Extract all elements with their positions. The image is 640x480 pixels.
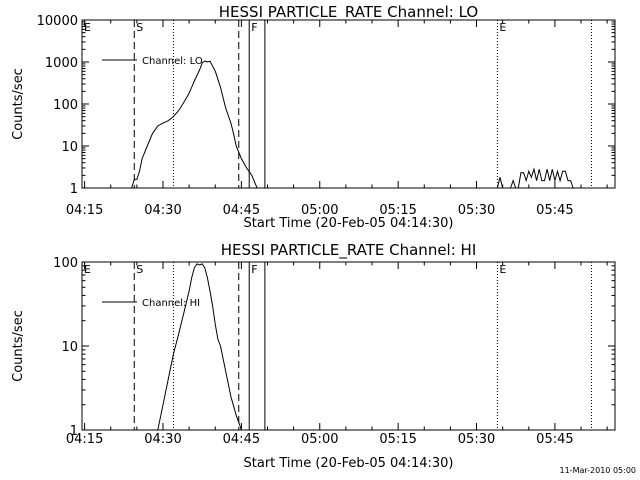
x-tick-label: 05:45: [536, 432, 573, 447]
plot-frame: [81, 19, 616, 189]
chart-title: HESSI PARTICLE_RATE Channel: HI: [221, 241, 477, 260]
y-axis-label: Counts/sec: [11, 68, 26, 140]
event-marker-label: F: [251, 21, 257, 34]
event-marker-label: E: [84, 263, 91, 276]
x-tick-label: 05:15: [379, 432, 416, 447]
x-tick-label: 04:45: [223, 432, 260, 447]
x-axis-label: Start Time (20-Feb-05 04:14:30): [244, 456, 454, 471]
y-tick-label: 100: [53, 98, 78, 113]
y-tick-label: 1: [70, 424, 78, 439]
chart-title: HESSI PARTICLE_RATE Channel: LO: [219, 3, 478, 22]
event-marker-label: E: [499, 263, 506, 276]
event-marker-label: E: [84, 21, 91, 34]
series-line: [157, 263, 242, 431]
x-tick-label: 04:15: [66, 432, 103, 447]
x-tick-label: 05:00: [301, 432, 338, 447]
y-tick-label: 10000: [37, 14, 78, 29]
legend-entry: Channel: HI: [142, 298, 200, 309]
y-axis-label: Counts/sec: [11, 310, 26, 382]
event-marker-label: S: [136, 263, 143, 276]
series-line: [510, 179, 517, 189]
x-tick-label: 04:45: [223, 203, 260, 218]
footer-timestamp: 11-Mar-2010 05:00: [560, 466, 637, 475]
event-marker-label: F: [251, 263, 257, 276]
y-tick-label: 10: [61, 140, 78, 155]
y-tick-label: 10: [61, 340, 78, 355]
y-tick-label: 100: [53, 256, 78, 271]
series-line: [496, 177, 504, 189]
x-tick-label: 05:30: [458, 432, 495, 447]
event-marker-label: S: [136, 21, 143, 34]
x-tick-label: 04:30: [144, 432, 181, 447]
y-tick-label: 1000: [45, 56, 78, 71]
x-axis-label: Start Time (20-Feb-05 04:14:30): [244, 216, 454, 231]
x-tick-label: 05:45: [536, 203, 573, 218]
legend-entry: Channel: LO: [142, 56, 203, 67]
x-tick-label: 05:15: [379, 203, 416, 218]
x-tick-label: 05:30: [458, 203, 495, 218]
y-tick-label: 1: [70, 182, 78, 197]
x-tick-label: 04:15: [66, 203, 103, 218]
event-marker-label: E: [499, 21, 506, 34]
x-tick-label: 05:00: [301, 203, 338, 218]
series-line: [517, 167, 574, 189]
plot-frame: [81, 261, 616, 431]
series-line: [131, 60, 258, 189]
x-tick-label: 04:30: [144, 203, 181, 218]
